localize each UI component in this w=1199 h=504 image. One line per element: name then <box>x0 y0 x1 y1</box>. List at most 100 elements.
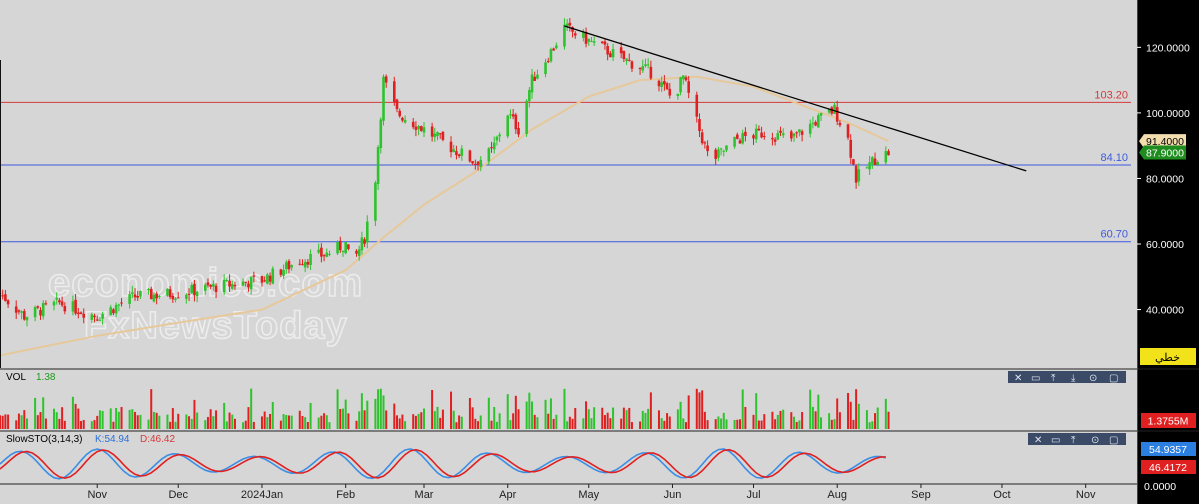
volume-bar <box>852 419 855 429</box>
candle-body <box>247 283 250 288</box>
volume-bar <box>644 412 647 429</box>
price-tag-value: 91.4000 <box>1146 136 1184 148</box>
candle-body <box>93 315 96 318</box>
candle-body <box>355 250 358 254</box>
move-down-icon[interactable]: ⤓ <box>1071 373 1076 384</box>
candle-body <box>20 311 23 313</box>
volume-bar <box>506 394 509 429</box>
volume-bar <box>487 397 490 429</box>
volume-bar <box>98 410 101 429</box>
candle-body <box>676 93 680 96</box>
candle-body <box>757 128 761 131</box>
candle-body <box>344 241 347 254</box>
stochastic-panel[interactable] <box>0 432 1137 484</box>
candle-body <box>660 82 663 87</box>
volume-bar <box>566 421 569 429</box>
stochastic-k-tag-value: 54.9357 <box>1149 444 1187 456</box>
close-panel-icon[interactable]: ✕ <box>1014 373 1022 384</box>
minimize-panel-icon[interactable]: ▭ <box>1051 435 1060 446</box>
settings-icon[interactable]: ⊙ <box>1089 373 1097 384</box>
volume-bar <box>285 414 288 429</box>
candle-body <box>23 311 26 320</box>
volume-bar <box>344 399 347 429</box>
candle-body <box>271 268 275 284</box>
candle-body <box>681 75 685 80</box>
volume-bar <box>679 401 682 429</box>
volume-bar <box>871 421 874 429</box>
candle-body <box>838 122 842 126</box>
volume-bar <box>722 412 725 429</box>
candle-body <box>649 66 653 79</box>
volume-bar <box>0 415 1 429</box>
volume-bar <box>225 421 228 429</box>
maximize-panel-icon[interactable]: ▢ <box>1109 435 1118 446</box>
volume-bar <box>568 416 571 429</box>
stochastic-d-value: D:46.42 <box>140 434 175 445</box>
candle-body <box>517 127 520 135</box>
volume-bar <box>838 412 841 429</box>
volume-bar <box>158 415 161 429</box>
candle-body <box>420 126 423 131</box>
stochastic-title: SlowSTO(3,14,3) <box>6 434 83 445</box>
volume-bar <box>174 421 177 429</box>
volume-panel[interactable] <box>0 370 1137 430</box>
y-tick-label: 100.0000 <box>1146 108 1190 120</box>
minimize-panel-icon[interactable]: ▭ <box>1031 373 1040 384</box>
candle-body <box>347 244 350 249</box>
candle-body <box>600 41 604 44</box>
volume-bar <box>701 390 704 429</box>
candle-body <box>58 300 61 303</box>
volume-bar <box>760 420 763 429</box>
line-tool-button[interactable] <box>1140 348 1196 365</box>
volume-bar <box>169 421 172 429</box>
volume-bar <box>74 403 77 429</box>
level-label: 84.10 <box>1100 152 1128 164</box>
candle-body <box>168 289 172 298</box>
volume-bar <box>39 412 42 429</box>
candle-body <box>876 162 880 165</box>
volume-bar <box>15 420 18 429</box>
volume-bar <box>744 406 747 429</box>
settings-icon[interactable]: ⊙ <box>1091 435 1099 446</box>
candle-body <box>152 294 156 302</box>
candle-body <box>109 307 113 316</box>
candle-body <box>719 148 723 150</box>
candle-body <box>430 126 434 137</box>
volume-bar <box>517 409 520 429</box>
volume-bar <box>242 422 245 429</box>
volume-title: VOL <box>6 372 26 383</box>
candle-body <box>176 297 180 299</box>
candle-body <box>260 276 264 283</box>
candle-body <box>492 142 496 150</box>
trendline[interactable] <box>564 25 1027 172</box>
candle-body <box>63 306 67 312</box>
close-panel-icon[interactable]: ✕ <box>1034 435 1042 446</box>
volume-bar <box>720 418 723 429</box>
candle-body <box>487 148 491 162</box>
volume-bar <box>71 396 74 429</box>
candle-body <box>695 94 699 117</box>
time-axis[interactable] <box>0 484 1137 504</box>
maximize-panel-icon[interactable]: ▢ <box>1109 373 1118 384</box>
price-panel[interactable] <box>0 0 1137 368</box>
volume-bar <box>244 420 247 429</box>
time-axis-labels: Nov Dec 2024Jan Feb Mar Apr May Jun Jul Aug Sep Oct… <box>87 484 1096 501</box>
volume-bar <box>639 421 642 429</box>
volume-bar <box>231 414 234 429</box>
candle-body <box>741 133 744 144</box>
move-up-icon[interactable]: ⤒ <box>1071 435 1076 446</box>
volume-last-tag <box>1141 413 1196 428</box>
candle-body <box>44 303 48 305</box>
price-axis[interactable] <box>1137 0 1199 504</box>
y-tick-label: 120.0000 <box>1146 42 1190 54</box>
volume-bar <box>431 389 434 429</box>
candle-body <box>298 263 302 265</box>
trendline-group[interactable] <box>564 25 1027 172</box>
volume-bar <box>396 415 399 429</box>
move-up-icon[interactable]: ⤒ <box>1051 373 1056 384</box>
volume-bar <box>641 410 644 429</box>
candle-body <box>471 161 474 164</box>
candle-body <box>74 299 77 314</box>
volume-bar <box>341 408 344 429</box>
